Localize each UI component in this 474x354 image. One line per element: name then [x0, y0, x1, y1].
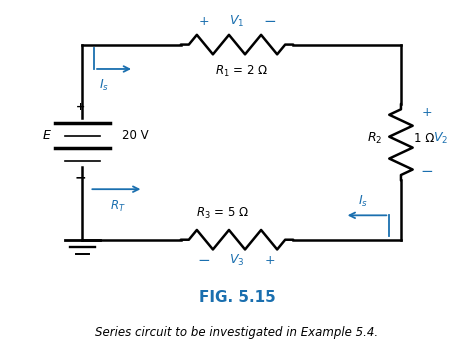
Text: $V_3$: $V_3$: [229, 253, 245, 268]
Text: −: −: [198, 253, 210, 268]
Text: $R_3$ = 5 Ω: $R_3$ = 5 Ω: [197, 205, 249, 221]
Text: $R_1$ = 2 Ω: $R_1$ = 2 Ω: [215, 64, 268, 79]
Text: +: +: [421, 106, 432, 119]
Text: +: +: [199, 16, 210, 28]
Text: −: −: [420, 164, 433, 179]
Text: $R_T$: $R_T$: [109, 199, 126, 214]
Text: $V_2$: $V_2$: [433, 131, 448, 146]
Text: Series circuit to be investigated in Example 5.4.: Series circuit to be investigated in Exa…: [95, 326, 379, 338]
Text: $V_1$: $V_1$: [229, 15, 245, 29]
Text: +: +: [75, 102, 85, 112]
Text: −: −: [74, 170, 86, 184]
Text: FIG. 5.15: FIG. 5.15: [199, 290, 275, 305]
Text: $R_2$: $R_2$: [367, 131, 382, 146]
Text: $I_s$: $I_s$: [358, 194, 368, 209]
Text: 1 Ω: 1 Ω: [414, 132, 435, 145]
Text: $E$: $E$: [42, 129, 52, 142]
Text: 20 V: 20 V: [122, 129, 149, 142]
Text: +: +: [264, 254, 275, 267]
Text: −: −: [264, 15, 276, 29]
Text: $I_s$: $I_s$: [99, 78, 109, 93]
